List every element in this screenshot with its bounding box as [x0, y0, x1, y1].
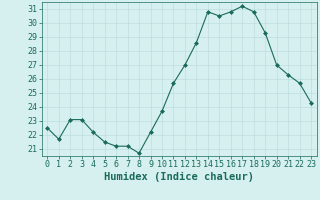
X-axis label: Humidex (Indice chaleur): Humidex (Indice chaleur): [104, 172, 254, 182]
